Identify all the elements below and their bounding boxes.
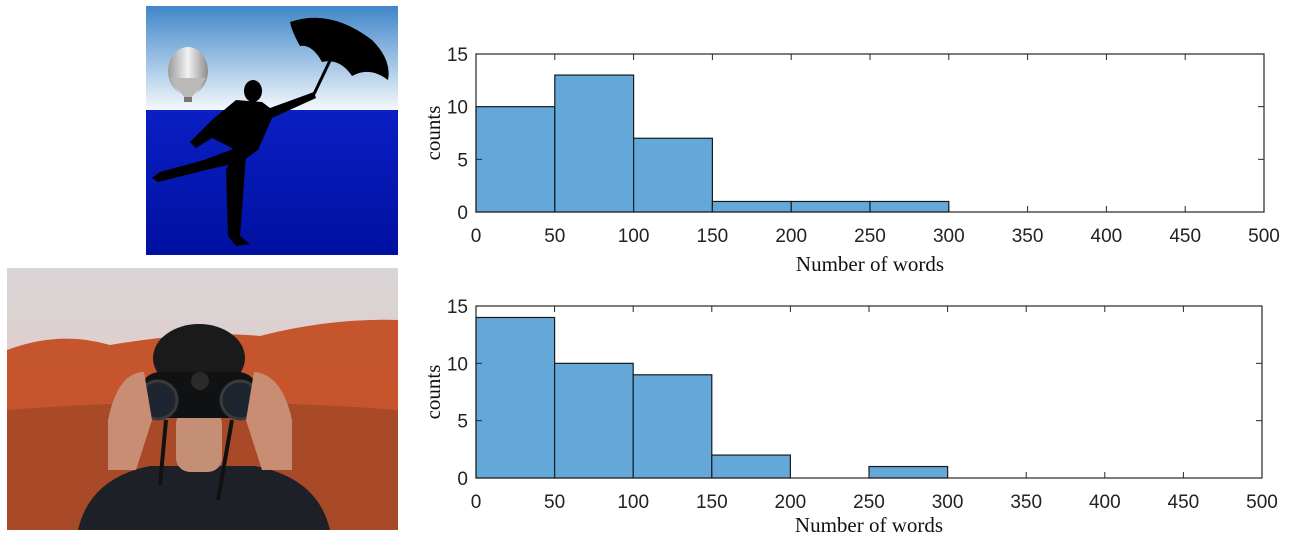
- histogram-top: 0 50 100 150 200 250 300 350 400 450 500 0 5 10 15 Numb…: [421, 45, 1280, 276]
- x-tick-label: 250: [854, 226, 886, 247]
- y-tick-label: 5: [457, 150, 468, 171]
- histogram-bar: [632, 374, 713, 479]
- histogram-bar: [868, 465, 949, 479]
- x-tick-label: 250: [853, 492, 885, 513]
- x-tick-label: 350: [1010, 492, 1042, 513]
- binoculars-icon: [137, 372, 261, 421]
- x-tick-label: 50: [544, 492, 565, 513]
- x-tick-label: 300: [932, 492, 964, 513]
- x-tick-label: 100: [617, 492, 649, 513]
- x-axis-label: Number of words: [796, 252, 944, 276]
- histogram-bar: [632, 137, 713, 213]
- y-axis-label: counts: [421, 365, 445, 420]
- x-axis-label: Number of words: [795, 513, 943, 537]
- x-tick-label: 400: [1089, 492, 1121, 513]
- histogram-bar: [553, 362, 634, 479]
- histogram-bar: [475, 106, 556, 213]
- x-tick-label: 450: [1169, 226, 1201, 247]
- y-tick-label: 10: [447, 98, 468, 119]
- y-tick-label: 0: [457, 469, 468, 490]
- histogram-bar: [869, 200, 950, 213]
- x-tick-label: 200: [775, 492, 807, 513]
- x-tick-label: 200: [775, 226, 807, 247]
- x-tick-label: 500: [1248, 226, 1280, 247]
- x-tick-label: 150: [697, 226, 729, 247]
- x-tick-label: 50: [544, 226, 565, 247]
- x-tick-label: 500: [1246, 492, 1278, 513]
- x-tick-label: 0: [471, 226, 482, 247]
- x-tick-label: 100: [618, 226, 650, 247]
- y-tick-label: 15: [447, 297, 468, 318]
- man-silhouette-icon: [152, 80, 316, 246]
- x-tick-label: 150: [696, 492, 728, 513]
- x-tick-label: 450: [1168, 492, 1200, 513]
- histogram-bar: [475, 316, 556, 479]
- y-axis-label: counts: [421, 106, 445, 161]
- histogram-bottom: 0 50 100 150 200 250 300 350 400 450 500 0 5 10 15 Numb…: [421, 297, 1278, 537]
- umbrella-icon: [290, 17, 389, 95]
- histogram-bar: [711, 200, 792, 213]
- y-tick-label: 5: [457, 412, 468, 433]
- hot-air-balloon-icon: [168, 47, 208, 102]
- y-tick-label: 0: [457, 203, 468, 224]
- histogram-bar: [790, 200, 871, 213]
- histogram-bar: [554, 74, 635, 213]
- y-tick-label: 10: [447, 354, 468, 375]
- y-tick-label: 15: [447, 45, 468, 66]
- binoculars-photo: [7, 268, 398, 530]
- person-with-binoculars: [78, 324, 330, 530]
- umbrella-man-illustration: [146, 6, 398, 255]
- histogram-bar: [711, 454, 791, 479]
- x-tick-label: 350: [1012, 226, 1044, 247]
- x-tick-label: 400: [1091, 226, 1123, 247]
- x-tick-label: 300: [933, 226, 965, 247]
- x-tick-label: 0: [471, 492, 482, 513]
